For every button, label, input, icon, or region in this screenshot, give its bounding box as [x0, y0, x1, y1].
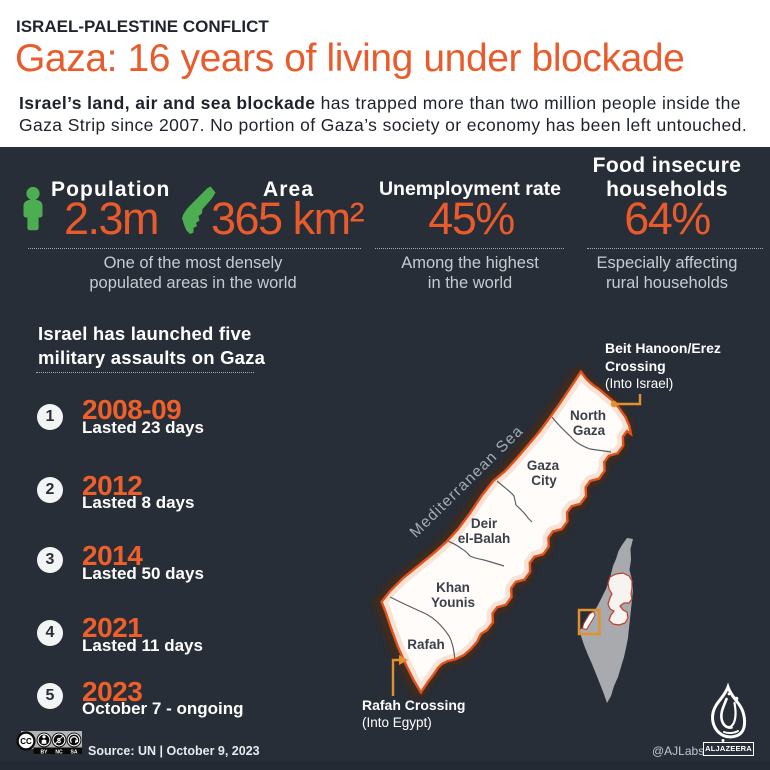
- svg-text:Deir: Deir: [471, 516, 498, 531]
- svg-text:(Into Egypt): (Into Egypt): [362, 715, 432, 730]
- svg-text:(Into Israel): (Into Israel): [605, 376, 673, 391]
- svg-text:el-Balah: el-Balah: [458, 531, 511, 546]
- svg-text:Rafah Crossing: Rafah Crossing: [362, 697, 465, 713]
- svg-text:NC: NC: [55, 749, 63, 755]
- svg-text:City: City: [531, 473, 557, 488]
- svg-text:North: North: [570, 408, 606, 423]
- svg-text:Younis: Younis: [431, 595, 475, 610]
- svg-text:Gaza: Gaza: [573, 423, 606, 438]
- svg-text:Khan: Khan: [436, 580, 470, 595]
- svg-text:CC: CC: [20, 737, 32, 746]
- svg-text:Gaza: Gaza: [527, 458, 560, 473]
- svg-text:Crossing: Crossing: [605, 358, 666, 374]
- svg-text:BY: BY: [41, 749, 49, 755]
- svg-text:$: $: [57, 736, 62, 745]
- svg-text:Beit Hanoon/Erez: Beit Hanoon/Erez: [605, 340, 721, 356]
- svg-text:Rafah: Rafah: [407, 637, 445, 652]
- svg-text:SA: SA: [71, 749, 78, 755]
